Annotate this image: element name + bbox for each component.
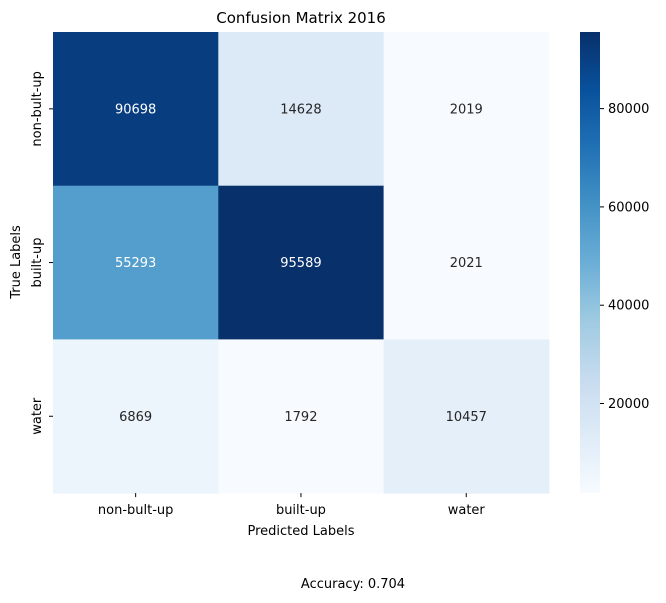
y-tick-label: water	[30, 397, 45, 435]
heatmap-cell	[53, 32, 219, 187]
x-tick-label: non-bult-up	[98, 503, 174, 518]
heatmap-cell	[383, 185, 550, 340]
cell-value-label: 14628	[280, 102, 321, 117]
heatmap-cell	[383, 339, 550, 494]
cell-value-label: 2019	[450, 102, 483, 117]
heatmap-cell	[383, 32, 550, 187]
accuracy-footer: Accuracy: 0.704	[301, 577, 405, 592]
heatmap-cell	[53, 185, 219, 340]
heatmap-cell	[218, 32, 385, 187]
cell-value-label: 90698	[115, 102, 156, 117]
x-tick-label: water	[448, 503, 486, 518]
heatmap-cell	[218, 185, 385, 340]
colorbar-tick-label: 20000	[608, 397, 649, 412]
colorbar	[580, 32, 600, 493]
colorbar-tick-label: 60000	[608, 200, 649, 215]
cell-value-label: 6869	[119, 410, 152, 425]
y-axis-label: True Labels	[9, 225, 24, 300]
x-axis-label: Predicted Labels	[247, 524, 354, 539]
colorbar-ticks: 20000 40000 60000 80000	[600, 102, 649, 412]
chart-title: Confusion Matrix 2016	[216, 9, 386, 27]
heatmap-cell	[218, 339, 385, 494]
colorbar-tick-label: 80000	[608, 102, 649, 117]
cell-value-label: 10457	[446, 410, 487, 425]
y-tick-label: built-up	[30, 238, 45, 288]
cell-value-label: 95589	[280, 256, 321, 271]
colorbar-tick-label: 40000	[608, 299, 649, 314]
cell-value-label: 55293	[115, 256, 156, 271]
cell-value-label: 2021	[450, 256, 483, 271]
x-axis-ticks: non-bult-up built-up water	[98, 493, 486, 518]
cell-value-label: 1792	[284, 410, 317, 425]
heatmap-cells: 90698 14628 2019 55293 95589 2021 6869 1792 1045…	[53, 32, 550, 494]
y-tick-label: non-bult-up	[30, 71, 45, 147]
y-axis-ticks: non-bult-up built-up water	[30, 71, 53, 435]
x-tick-label: built-up	[276, 503, 326, 518]
heatmap-cell	[53, 339, 219, 494]
